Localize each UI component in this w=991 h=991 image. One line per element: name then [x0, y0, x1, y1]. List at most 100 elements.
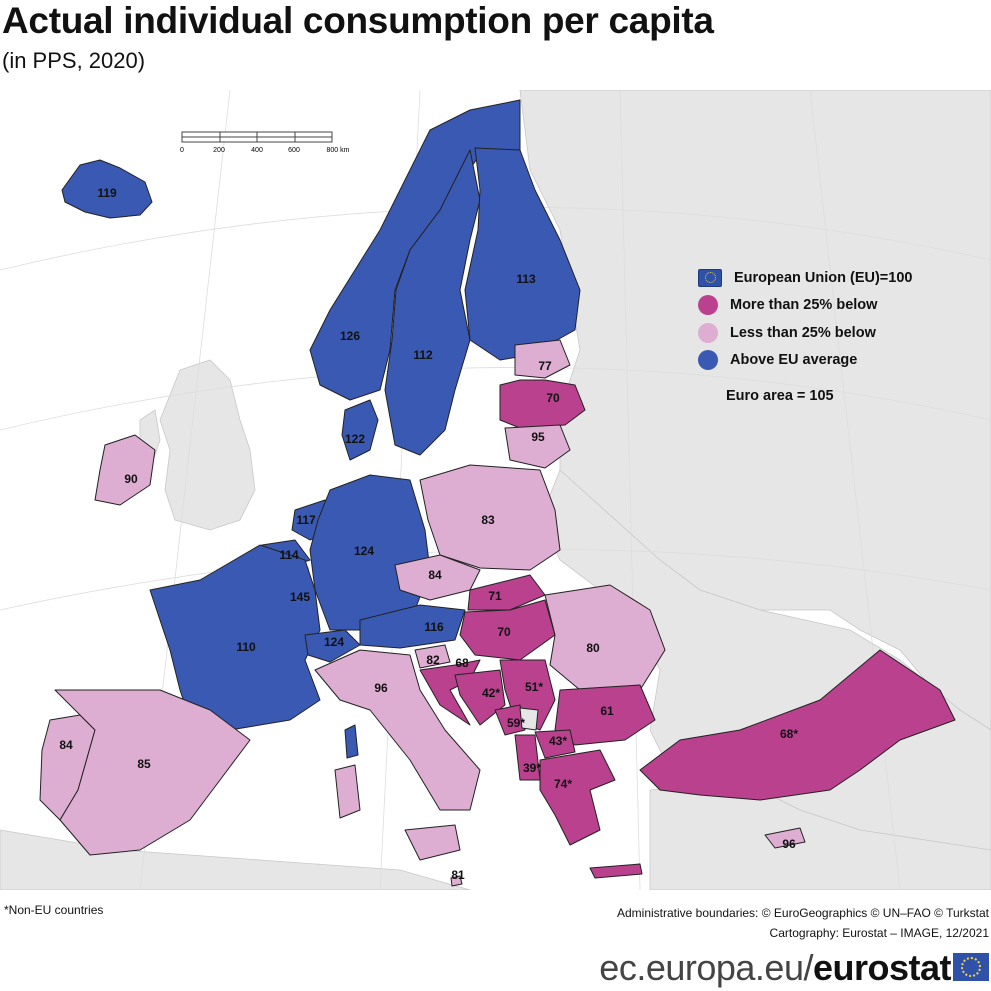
- eu-flag-icon: [698, 268, 722, 287]
- source-notes: Administrative boundaries: © EuroGeograp…: [617, 903, 989, 943]
- eurostat-brand[interactable]: ec.europa.eu/eurostat: [599, 947, 951, 989]
- legend-label-above: Above EU average: [730, 352, 858, 369]
- value-label: 119: [97, 186, 117, 200]
- value-label: 84: [59, 738, 73, 752]
- country-estonia: [514, 339, 571, 379]
- value-label: 59*: [507, 716, 525, 730]
- island-crete: [589, 863, 643, 879]
- legend-item-eu: European Union (EU)=100: [698, 264, 912, 292]
- island-sicily: [404, 824, 461, 861]
- value-label: 124: [324, 635, 344, 649]
- legend-label-less: Less than 25% below: [730, 324, 876, 341]
- country-greece: [539, 749, 616, 846]
- island-corsica: [344, 724, 359, 759]
- value-label: 77: [538, 359, 552, 373]
- country-north-macedonia: [534, 729, 576, 759]
- country-turkey: [639, 649, 956, 801]
- country-iceland: [61, 159, 153, 219]
- value-label: 74*: [554, 777, 572, 791]
- euro-area-note: Euro area = 105: [726, 388, 834, 404]
- value-label: 85: [137, 757, 151, 771]
- brand-domain: ec.europa.eu/: [599, 947, 813, 988]
- value-label: 71: [488, 589, 502, 603]
- eu-flag-logo-icon: [953, 953, 989, 981]
- map-subtitle: (in PPS, 2020): [2, 48, 146, 73]
- legend-item-more: More than 25% below: [698, 292, 912, 320]
- country-malta: [450, 875, 463, 887]
- brand-name: eurostat: [812, 947, 952, 988]
- country-cyprus: [764, 827, 806, 849]
- legend-item-above: Above EU average: [698, 347, 912, 375]
- value-label: 113: [516, 272, 536, 286]
- country-slovenia: [414, 644, 451, 669]
- legend-swatch-less: [698, 322, 718, 343]
- value-label: 117: [296, 513, 316, 527]
- value-label: 126: [340, 329, 360, 343]
- legend-label-more: More than 25% below: [730, 297, 878, 314]
- country-slovakia: [467, 574, 546, 611]
- value-labels: 119 126 112 113 77 70 95 122 90 117 114 …: [59, 186, 798, 882]
- scale-tick: 600: [288, 147, 300, 154]
- legend-item-less: Less than 25% below: [698, 319, 912, 347]
- non-eu-note: *Non-EU countries: [4, 903, 104, 917]
- country-spain: [54, 689, 251, 856]
- scale-tick: 400: [251, 147, 263, 154]
- value-label: 145: [290, 590, 310, 604]
- value-label: 42*: [482, 686, 500, 700]
- value-label: 114: [279, 548, 299, 562]
- value-label: 90: [124, 472, 138, 486]
- value-label: 70: [497, 625, 511, 639]
- country-ireland: [94, 434, 156, 506]
- europe-map: 0 200 400 600 800 km: [0, 90, 991, 890]
- kosovo: [519, 707, 539, 731]
- value-label: 96: [782, 837, 796, 851]
- value-label: 122: [345, 432, 365, 446]
- country-lithuania: [504, 424, 571, 469]
- country-hungary: [459, 599, 556, 661]
- scale-tick: 0: [180, 147, 184, 154]
- country-poland: [419, 464, 561, 571]
- value-label: 116: [424, 620, 444, 634]
- island-sardinia: [334, 764, 361, 819]
- legend-label-eu: European Union (EU)=100: [734, 269, 913, 286]
- cartography-note: Cartography: Eurostat – IMAGE, 12/2021: [769, 926, 989, 940]
- country-italy: [314, 649, 481, 811]
- country-austria: [359, 604, 466, 649]
- value-label: 110: [236, 640, 256, 654]
- country-sweden: [384, 149, 481, 456]
- scale-tick: 800 km: [327, 147, 350, 154]
- country-switzerland: [304, 629, 361, 663]
- value-label: 43*: [549, 734, 567, 748]
- value-label: 61: [600, 704, 614, 718]
- legend-swatch-above: [698, 350, 718, 371]
- boundaries-note: Administrative boundaries: © EuroGeograp…: [616, 906, 989, 920]
- value-label: 68*: [780, 727, 798, 741]
- country-bosnia: [454, 669, 506, 726]
- country-latvia: [499, 379, 586, 429]
- country-denmark: [341, 399, 379, 461]
- country-bulgaria: [554, 684, 656, 746]
- value-label: 83: [481, 513, 495, 527]
- value-label: 95: [531, 430, 545, 444]
- map-legend: European Union (EU)=100 More than 25% be…: [698, 264, 912, 374]
- graticule: [0, 90, 991, 890]
- value-label: 124: [354, 544, 374, 558]
- country-france: [149, 544, 321, 731]
- value-label: 68: [455, 656, 469, 670]
- value-label: 96: [374, 681, 388, 695]
- value-label: 81: [451, 868, 465, 882]
- map-title: Actual individual consumption per capita: [2, 0, 714, 41]
- value-label: 84: [428, 568, 442, 582]
- country-shapes: [39, 99, 956, 887]
- scale-tick: 200: [213, 147, 225, 154]
- value-label: 82: [426, 653, 440, 667]
- country-norway: [309, 99, 521, 401]
- value-label: 70: [546, 391, 560, 405]
- legend-swatch-more: [698, 295, 718, 316]
- value-label: 112: [413, 348, 433, 362]
- value-label: 80: [586, 641, 600, 655]
- map-svg: 0 200 400 600 800 km: [0, 90, 991, 890]
- scale-bar: 0 200 400 600 800 km: [180, 131, 350, 154]
- value-label: 51*: [525, 680, 543, 694]
- country-montenegro: [494, 704, 526, 736]
